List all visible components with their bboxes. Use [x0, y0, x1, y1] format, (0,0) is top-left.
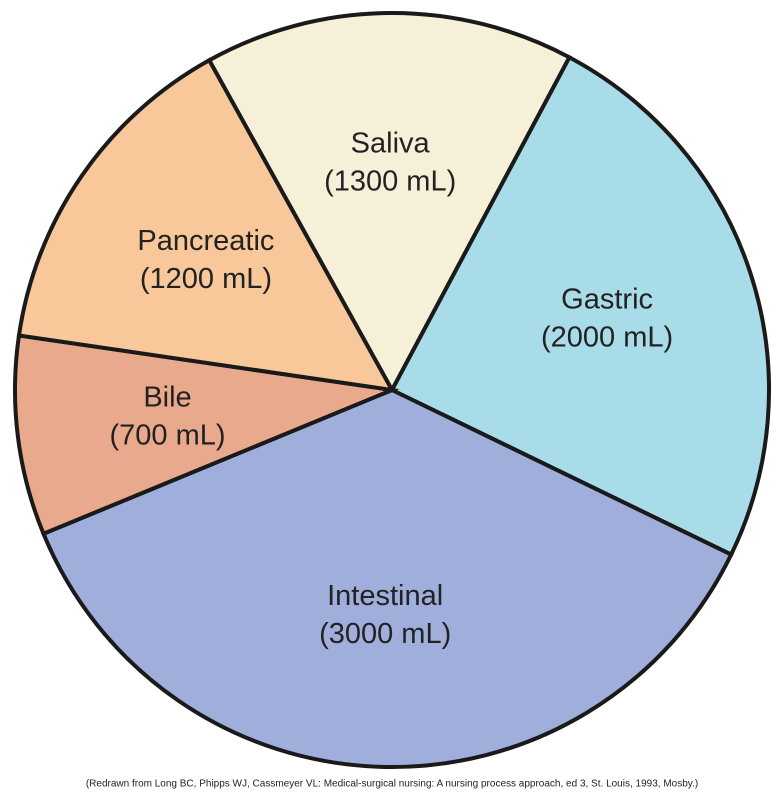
slice-label: Bile	[143, 381, 191, 413]
slice-value-label: (1200 mL)	[140, 263, 272, 295]
slice-label: Pancreatic	[137, 225, 274, 257]
slice-value-label: (2000 mL)	[541, 322, 673, 354]
source-note: (Redrawn from Long BC, Phipps WJ, Cassme…	[86, 779, 698, 790]
slice-label: Gastric	[561, 284, 653, 316]
slice-label: Saliva	[351, 127, 431, 159]
slice-value-label: (1300 mL)	[324, 165, 456, 197]
pie-slice	[16, 57, 396, 393]
pie-slice	[389, 54, 771, 558]
pie-slice	[40, 387, 734, 769]
slice-value-label: (700 mL)	[109, 419, 225, 451]
pie-slice	[13, 333, 400, 537]
slice-value-label: (3000 mL)	[319, 618, 451, 650]
pie-slice	[206, 11, 573, 395]
slice-label: Intestinal	[327, 580, 443, 612]
